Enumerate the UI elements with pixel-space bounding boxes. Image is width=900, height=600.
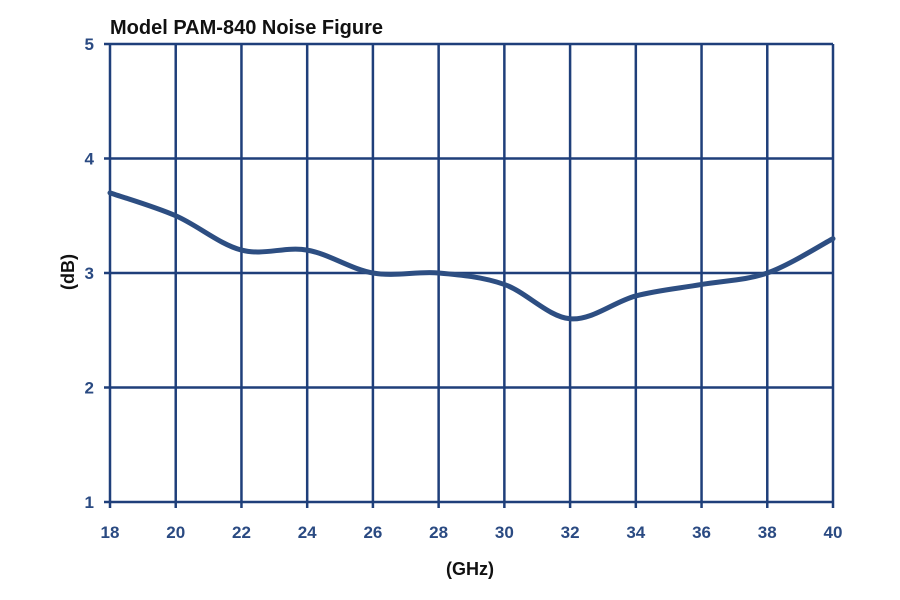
- x-tick-labels: 18 20 22 24 26 28 30 32 34 36 38 40: [101, 523, 843, 542]
- x-tick-label: 20: [166, 523, 185, 542]
- y-tick-label: 2: [85, 379, 94, 398]
- x-tick-label: 36: [692, 523, 711, 542]
- y-axis-label: (dB): [58, 254, 78, 290]
- x-tick-label: 40: [824, 523, 843, 542]
- x-tick-label: 34: [626, 523, 645, 542]
- x-axis-label: (GHz): [446, 559, 494, 579]
- x-tick-label: 24: [298, 523, 317, 542]
- x-tick-label: 22: [232, 523, 251, 542]
- y-tick-label: 4: [85, 150, 95, 169]
- x-tick-label: 30: [495, 523, 514, 542]
- x-tick-label: 38: [758, 523, 777, 542]
- noise-figure-line: [107, 190, 836, 322]
- x-tick-label: 32: [561, 523, 580, 542]
- y-tick-labels: 1 2 3 4 5: [85, 35, 95, 512]
- x-tick-label: 18: [101, 523, 120, 542]
- y-tick-label: 3: [85, 264, 94, 283]
- y-tick-label: 1: [85, 493, 94, 512]
- grid-lines: [104, 42, 835, 508]
- x-tick-label: 26: [363, 523, 382, 542]
- chart-title: Model PAM-840 Noise Figure: [110, 17, 383, 39]
- y-tick-label: 5: [85, 35, 94, 54]
- x-tick-label: 28: [429, 523, 448, 542]
